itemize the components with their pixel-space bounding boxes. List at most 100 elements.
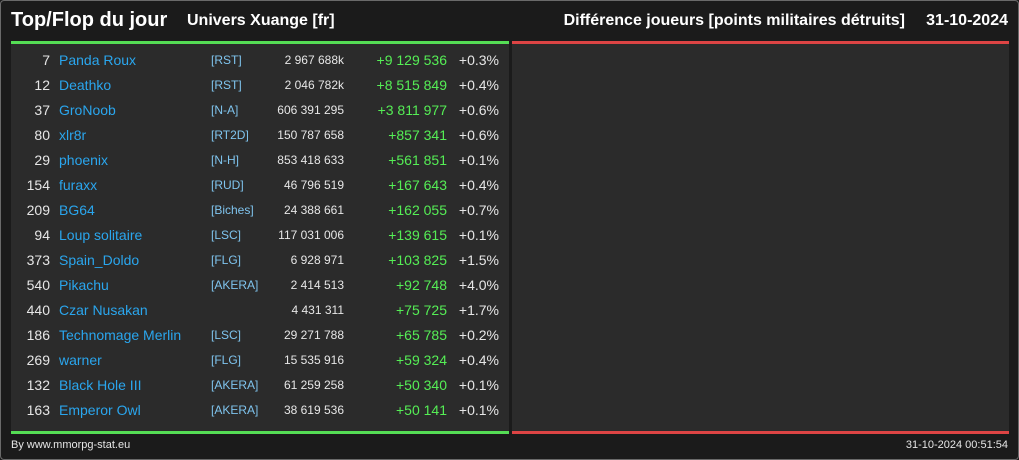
top-panel-top-bar [11,41,509,44]
points-difference: +65 785 [396,327,447,343]
points-difference: +561 851 [388,152,447,168]
player-name-link[interactable]: Spain_Doldo [59,252,140,268]
header: Top/Flop du jour Univers Xuange [fr] Dif… [1,1,1018,41]
player-points: 150 787 658 [277,128,344,142]
points-difference: +139 615 [388,227,447,243]
table-row: 7 Panda Roux [RST] 2 967 688k +9 129 536 +0.3… [11,48,509,73]
player-rank: 163 [26,402,50,418]
top-list: 7 Panda Roux [RST] 2 967 688k +9 129 536 +0.3… [11,48,509,423]
percent-change: +0.1% [458,152,499,168]
points-difference: +9 129 536 [376,52,447,68]
table-row: 154 furaxx [RUD] 46 796 519 +167 643 +0.4% [11,173,509,198]
table-row: 12 Deathko [RST] 2 046 782k +8 515 849 +0.4% [11,73,509,98]
alliance-tag-link[interactable]: [LSC] [211,328,242,342]
alliance-tag-link[interactable]: [RUD] [211,178,244,192]
player-points: 2 967 688k [284,53,344,67]
points-difference: +167 643 [388,177,447,193]
player-name-link[interactable]: Pikachu [59,277,109,293]
alliance-tag-link[interactable]: [AKERA] [211,278,259,292]
player-points: 46 796 519 [283,178,344,192]
alliance-tag-link[interactable]: [RT2D] [211,128,249,142]
percent-change: +0.1% [458,227,499,243]
top-panel-bottom-bar [11,431,509,434]
flop-panel-top-bar [512,41,1009,44]
percent-change: +0.6% [458,102,499,118]
alliance-tag-link[interactable]: [FLG] [211,253,242,267]
table-row: 540 Pikachu [AKERA] 2 414 513 +92 748 +4.0% [11,273,509,298]
report-date: 31-10-2024 [926,12,1008,29]
table-row: 94 Loup solitaire [LSC] 117 031 006 +139 615… [11,223,509,248]
percent-change: +0.1% [458,402,499,418]
table-row: 132 Black Hole III [AKERA] 61 259 258 +50 34… [11,373,509,398]
player-name-link[interactable]: warner [59,352,102,368]
alliance-tag-link[interactable]: [LSC] [211,228,242,242]
alliance-tag-link[interactable]: [AKERA] [211,403,259,417]
alliance-tag-link[interactable]: [N-A] [211,103,239,117]
player-name-link[interactable]: Technomage Merlin [59,327,182,343]
player-rank: 269 [26,352,50,368]
player-rank: 540 [26,277,50,293]
player-rank: 186 [26,327,50,343]
player-name-link[interactable]: Deathko [59,77,112,93]
site-credit[interactable]: By www.mmorpg-stat.eu [11,439,131,451]
alliance-tag-link[interactable]: [Biches] [211,203,254,217]
widget-title: Top/Flop du jour [11,9,168,31]
table-row: 80 xlr8r [RT2D] 150 787 658 +857 341 +0.6% [11,123,509,148]
player-points: 606 391 295 [277,103,344,117]
table-row: 37 GroNoob [N-A] 606 391 295 +3 811 977 +0.6% [11,98,509,123]
points-difference: +8 515 849 [376,77,447,93]
player-rank: 12 [34,77,50,93]
player-name-link[interactable]: GroNoob [59,102,116,118]
alliance-tag-link[interactable]: [AKERA] [211,378,259,392]
player-rank: 154 [26,177,50,193]
alliance-tag-link[interactable]: [N-H] [211,153,239,167]
player-rank: 37 [34,102,50,118]
table-row: 29 phoenix [N-H] 853 418 633 +561 851 +0.1% [11,148,509,173]
player-name-link[interactable]: Emperor Owl [59,402,141,418]
percent-change: +4.0% [458,277,499,293]
player-points: 2 414 513 [290,278,344,292]
generated-timestamp: 31-10-2024 00:51:54 [905,439,1008,451]
table-row: 269 warner [FLG] 15 535 916 +59 324 +0.4% [11,348,509,373]
points-difference: +3 811 977 [377,102,447,118]
top-panel [11,43,509,431]
player-points: 38 619 536 [283,403,344,417]
percent-change: +0.7% [458,202,499,218]
points-difference: +162 055 [388,202,447,218]
player-name-link[interactable]: Czar Nusakan [59,302,148,318]
player-points: 24 388 661 [283,203,344,217]
player-points: 4 431 311 [291,303,345,317]
flop-panel [512,43,1009,431]
player-points: 117 031 006 [278,228,344,242]
player-rank: 29 [34,152,50,168]
player-rank: 132 [26,377,50,393]
player-name-link[interactable]: Loup solitaire [59,227,143,243]
player-points: 15 535 916 [283,353,344,367]
player-points: 61 259 258 [283,378,344,392]
player-name-link[interactable]: phoenix [59,152,109,168]
percent-change: +0.4% [458,77,499,93]
percent-change: +0.4% [458,352,499,368]
player-rank: 94 [34,227,50,243]
player-rank: 7 [42,52,50,68]
flop-panel-bottom-bar [512,431,1009,434]
player-name-link[interactable]: Panda Roux [59,52,137,68]
percent-change: +0.6% [458,127,499,143]
player-name-link[interactable]: xlr8r [59,127,87,143]
table-row: 373 Spain_Doldo [FLG] 6 928 971 +103 825 +1.5… [11,248,509,273]
player-points: 6 928 971 [290,253,344,267]
alliance-tag-link[interactable]: [RST] [211,78,242,92]
player-rank: 80 [34,127,50,143]
alliance-tag-link[interactable]: [FLG] [211,353,242,367]
universe-label: Univers Xuange [fr] [187,12,335,29]
player-points: 853 418 633 [277,153,344,167]
alliance-tag-link[interactable]: [RST] [211,53,242,67]
player-name-link[interactable]: BG64 [59,202,95,218]
percent-change: +1.5% [458,252,499,268]
points-difference: +50 340 [396,377,447,393]
player-name-link[interactable]: furaxx [59,177,98,193]
table-row: 186 Technomage Merlin [LSC] 29 271 788 +65 7… [11,323,509,348]
metric-label: Différence joueurs [points militaires dé… [563,12,905,29]
player-name-link[interactable]: Black Hole III [59,377,142,393]
